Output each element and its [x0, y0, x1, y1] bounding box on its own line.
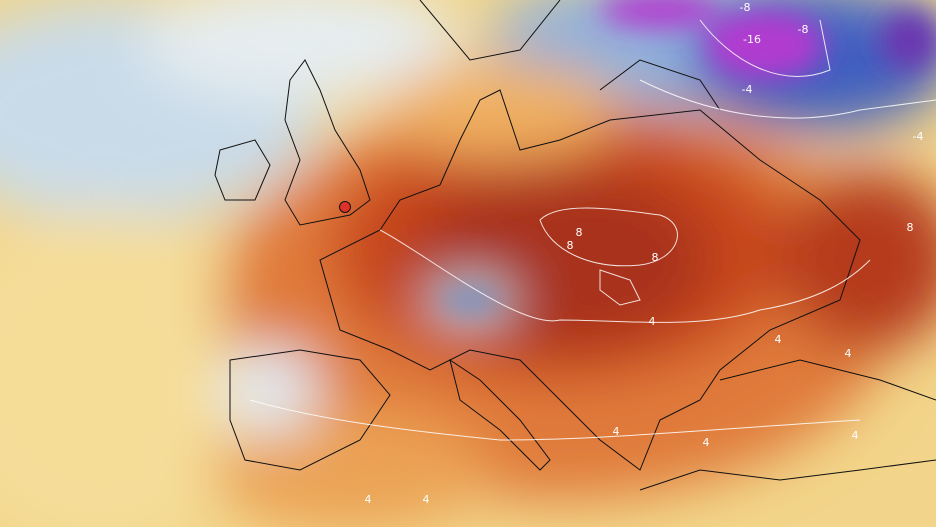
- contour-label: 4: [845, 347, 852, 360]
- coastlines: [214, 0, 936, 491]
- contour-lines: [249, 19, 936, 441]
- contour-label: -8: [798, 23, 809, 36]
- contour-label: 4: [703, 436, 710, 449]
- location-marker: [339, 201, 351, 213]
- contour-label: 4: [852, 429, 859, 442]
- contour-label: 4: [775, 333, 782, 346]
- contour-label: 4: [649, 315, 656, 328]
- contour-label: 8: [907, 221, 914, 234]
- contour-label: 8: [652, 251, 659, 264]
- contour-label: -16: [743, 33, 761, 46]
- contour-label: -4: [913, 130, 924, 143]
- contour-label: 8: [567, 239, 574, 252]
- contour-label: 8: [576, 226, 583, 239]
- contour-label: 4: [365, 493, 372, 506]
- contour-label: -8: [740, 1, 751, 14]
- contour-label: 4: [423, 493, 430, 506]
- contour-label: 4: [613, 425, 620, 438]
- contour-label: -4: [742, 83, 753, 96]
